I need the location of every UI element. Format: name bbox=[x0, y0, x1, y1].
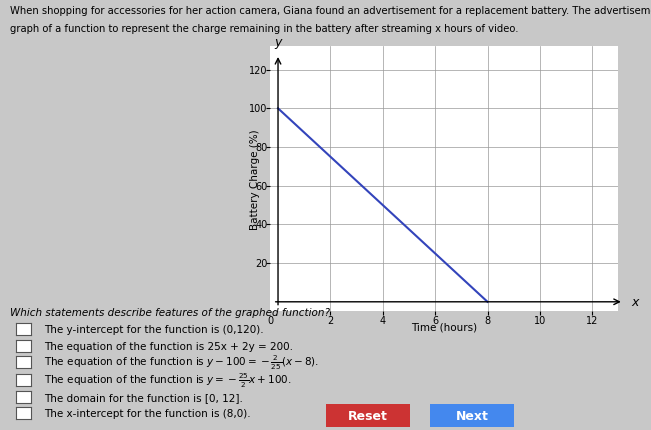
Text: graph of a function to represent the charge remaining in the battery after strea: graph of a function to represent the cha… bbox=[10, 24, 518, 34]
Text: The y-intercept for the function is (0,120).: The y-intercept for the function is (0,1… bbox=[44, 324, 264, 334]
Text: 8: 8 bbox=[484, 316, 491, 326]
Text: The x-intercept for the function is (8,0).: The x-intercept for the function is (8,0… bbox=[44, 408, 251, 418]
Text: The equation of the function is $y = -\frac{25}{2}x + 100$.: The equation of the function is $y = -\f… bbox=[44, 371, 292, 389]
Text: Next: Next bbox=[456, 409, 488, 422]
Text: 120: 120 bbox=[249, 65, 268, 75]
Text: The domain for the function is [0, 12].: The domain for the function is [0, 12]. bbox=[44, 392, 243, 402]
Text: 6: 6 bbox=[432, 316, 438, 326]
Text: 40: 40 bbox=[255, 220, 268, 230]
X-axis label: Time (hours): Time (hours) bbox=[411, 322, 477, 332]
Text: 2: 2 bbox=[327, 316, 333, 326]
Text: 60: 60 bbox=[255, 181, 268, 191]
Text: 0: 0 bbox=[267, 316, 273, 326]
Y-axis label: Battery Charge (%): Battery Charge (%) bbox=[251, 129, 260, 230]
Text: 4: 4 bbox=[380, 316, 386, 326]
Text: 10: 10 bbox=[534, 316, 546, 326]
Text: 12: 12 bbox=[586, 316, 598, 326]
Text: The equation of the function is 25x + 2y = 200.: The equation of the function is 25x + 2y… bbox=[44, 341, 293, 351]
Text: Reset: Reset bbox=[348, 409, 388, 422]
Text: y: y bbox=[274, 36, 282, 49]
Text: 100: 100 bbox=[249, 104, 268, 114]
Text: The equation of the function is $y - 100 = -\frac{2}{25}(x - 8)$.: The equation of the function is $y - 100… bbox=[44, 353, 320, 371]
Text: x: x bbox=[631, 295, 639, 309]
Text: 20: 20 bbox=[255, 258, 268, 268]
Text: Which statements describe features of the graphed function?: Which statements describe features of th… bbox=[10, 307, 330, 317]
Text: When shopping for accessories for her action camera, Giana found an advertisemen: When shopping for accessories for her ac… bbox=[10, 6, 651, 16]
Text: 80: 80 bbox=[255, 143, 268, 153]
